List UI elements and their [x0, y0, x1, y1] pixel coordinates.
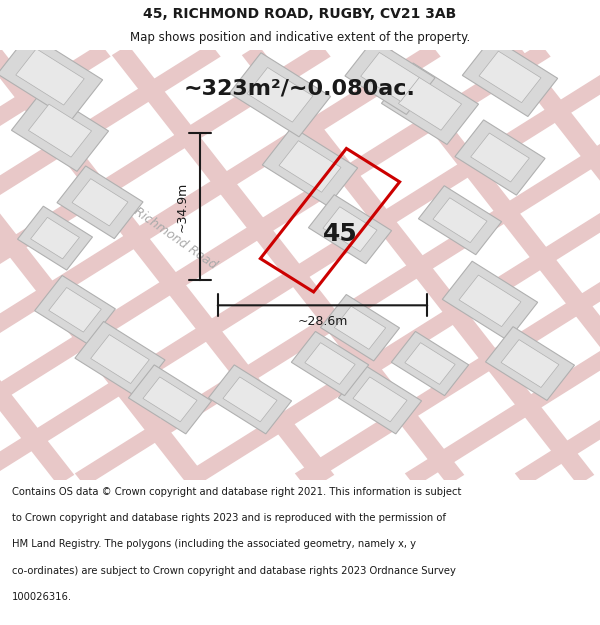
Polygon shape: [502, 45, 600, 485]
Polygon shape: [143, 377, 197, 422]
Polygon shape: [0, 45, 204, 485]
Polygon shape: [345, 39, 435, 114]
Polygon shape: [515, 43, 600, 487]
Text: ~28.6m: ~28.6m: [298, 315, 347, 328]
Polygon shape: [338, 365, 422, 434]
Polygon shape: [463, 38, 557, 116]
Polygon shape: [0, 43, 221, 487]
Polygon shape: [433, 198, 487, 242]
Polygon shape: [229, 52, 331, 137]
Polygon shape: [112, 45, 464, 485]
Text: 45, RICHMOND ROAD, RUGBY, CV21 3AB: 45, RICHMOND ROAD, RUGBY, CV21 3AB: [143, 7, 457, 21]
Polygon shape: [31, 217, 79, 259]
Polygon shape: [0, 43, 440, 487]
Polygon shape: [11, 90, 109, 171]
Polygon shape: [16, 49, 84, 105]
Text: HM Land Registry. The polygons (including the associated geometry, namely x, y: HM Land Registry. The polygons (includin…: [12, 539, 416, 549]
Polygon shape: [382, 63, 479, 144]
Polygon shape: [0, 43, 331, 487]
Polygon shape: [208, 365, 292, 434]
Text: ~34.9m: ~34.9m: [176, 182, 188, 232]
Text: Richmond Road: Richmond Road: [131, 204, 219, 272]
Polygon shape: [485, 327, 574, 401]
Polygon shape: [0, 43, 110, 487]
Text: Contains OS data © Crown copyright and database right 2021. This information is : Contains OS data © Crown copyright and d…: [12, 488, 461, 498]
Polygon shape: [295, 43, 600, 487]
Polygon shape: [308, 194, 392, 264]
Polygon shape: [391, 331, 469, 396]
Polygon shape: [0, 45, 74, 485]
Polygon shape: [247, 68, 313, 122]
Text: ~323m²/~0.080ac.: ~323m²/~0.080ac.: [184, 79, 416, 99]
Polygon shape: [28, 104, 92, 157]
Polygon shape: [455, 120, 545, 195]
Text: to Crown copyright and database rights 2023 and is reproduced with the permissio: to Crown copyright and database rights 2…: [12, 513, 446, 523]
Polygon shape: [262, 127, 358, 206]
Polygon shape: [75, 321, 165, 397]
Polygon shape: [0, 34, 103, 120]
Polygon shape: [75, 43, 600, 487]
Polygon shape: [361, 52, 419, 101]
Polygon shape: [372, 45, 600, 485]
Polygon shape: [0, 43, 551, 487]
Polygon shape: [72, 179, 128, 226]
Polygon shape: [0, 45, 334, 485]
Text: 45: 45: [323, 222, 358, 246]
Polygon shape: [128, 365, 212, 434]
Text: 100026316.: 100026316.: [12, 592, 72, 602]
Polygon shape: [91, 334, 149, 384]
Polygon shape: [242, 45, 594, 485]
Polygon shape: [442, 261, 538, 341]
Polygon shape: [320, 294, 400, 361]
Polygon shape: [49, 288, 101, 332]
Polygon shape: [405, 43, 600, 487]
Polygon shape: [323, 207, 377, 252]
Polygon shape: [223, 377, 277, 422]
Text: co-ordinates) are subject to Crown copyright and database rights 2023 Ordnance S: co-ordinates) are subject to Crown copyr…: [12, 566, 456, 576]
Polygon shape: [418, 186, 502, 255]
Polygon shape: [0, 43, 1, 487]
Polygon shape: [353, 377, 407, 422]
Polygon shape: [479, 51, 541, 102]
Polygon shape: [279, 141, 341, 192]
Polygon shape: [185, 43, 600, 487]
Polygon shape: [305, 342, 355, 384]
Polygon shape: [35, 276, 115, 344]
Polygon shape: [398, 78, 461, 130]
Polygon shape: [334, 306, 386, 349]
Polygon shape: [501, 339, 559, 388]
Polygon shape: [459, 275, 521, 327]
Polygon shape: [0, 43, 600, 487]
Polygon shape: [17, 206, 92, 270]
Polygon shape: [292, 331, 368, 396]
Polygon shape: [471, 133, 529, 182]
Text: Map shows position and indicative extent of the property.: Map shows position and indicative extent…: [130, 31, 470, 44]
Polygon shape: [405, 342, 455, 384]
Polygon shape: [57, 166, 143, 239]
